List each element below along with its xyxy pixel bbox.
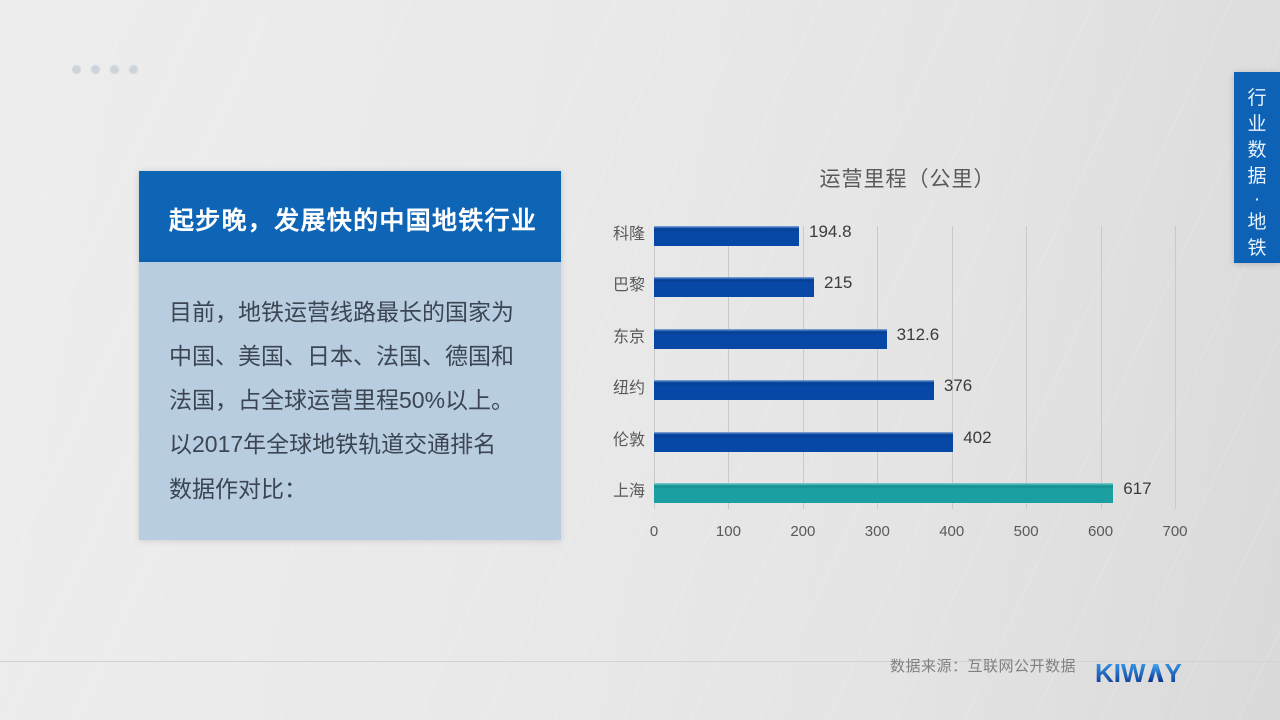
svg-text:Y: Y (1165, 660, 1182, 688)
svg-text:KIW: KIW (1095, 660, 1146, 688)
